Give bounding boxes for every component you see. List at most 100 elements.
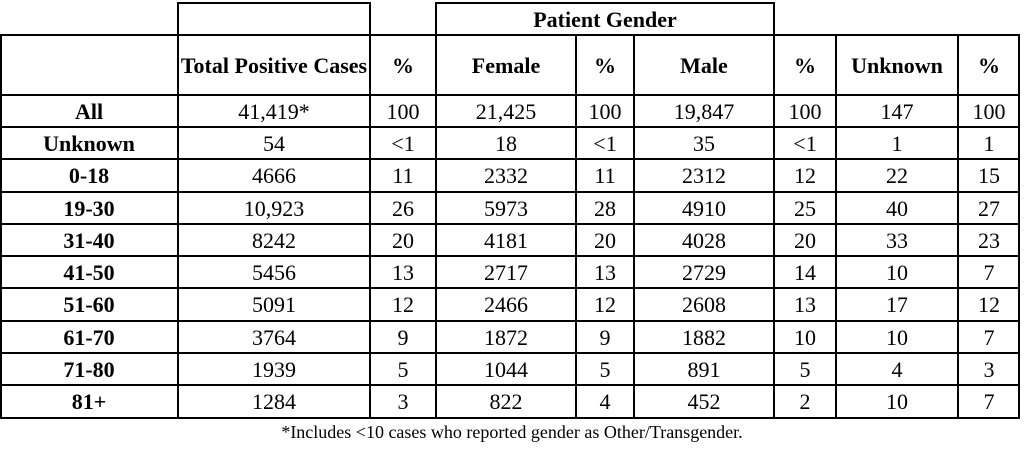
row-label: 61-70 [63,324,115,350]
table-cell: <1 [793,130,817,156]
row-label: 41-50 [63,259,115,285]
table-cell: 40 [886,195,908,221]
grid-line [436,2,774,4]
table-cell: 5091 [252,292,296,317]
table-cell: 3 [397,389,409,414]
grid-line [835,34,837,419]
col-header-female: Female [471,52,541,78]
table-cell: 7 [983,389,995,414]
row-label: Unknown [43,130,135,156]
col-header-male: Male [680,52,728,78]
table-cell: 10 [794,324,816,350]
grid-line [633,34,635,419]
table-cell: 1939 [252,356,296,382]
table-cell: 10 [886,389,908,414]
table-cell: 5456 [252,259,296,285]
table-cell: 3764 [252,324,296,350]
table-cell: 8242 [252,227,296,253]
col-header-unknown-pct: % [978,52,1000,78]
table-cell: 5 [397,356,409,382]
table-cell: 2332 [484,163,528,188]
table-cell: <1 [593,130,617,156]
grid-line [0,255,1020,257]
grid-line [0,34,1020,36]
col-header-total-pct: % [392,52,414,78]
table-cell: 10 [886,259,908,285]
table-cell: 4 [599,389,611,414]
table-cell: 20 [794,227,816,253]
grid-line [369,2,371,419]
table-cell: 27 [978,195,1000,221]
grid-line [957,34,959,419]
table-cell: 100 [386,98,420,124]
table-cell: 35 [693,130,715,156]
table-cell: 4028 [682,227,726,253]
col-header-male-pct: % [794,52,816,78]
table-cell: 4 [891,356,903,382]
grid-line [177,2,179,419]
table-cell: 10 [886,324,908,350]
table-cell: 4666 [252,163,296,188]
table-cell: 18 [495,130,517,156]
grid-line [0,352,1020,354]
table-cell: 100 [972,98,1006,124]
table-cell: 20 [594,227,616,253]
table-cell: 822 [489,389,523,414]
table-cell: 1 [891,130,903,156]
table-cell: 54 [263,130,285,156]
row-label: 19-30 [63,195,115,221]
table-cell: 2608 [682,292,726,317]
grid-line [1018,34,1020,419]
row-label: 71-80 [63,356,115,382]
table-cell: 147 [880,98,914,124]
grid-line [0,158,1020,160]
table-cell: 12 [392,292,414,317]
grid-line [575,34,577,419]
grid-line [0,126,1020,128]
row-label: All [74,98,104,124]
table-cell: 25 [794,195,816,221]
table-cell: 13 [794,292,816,317]
table-cell: 23 [978,227,1000,253]
table-cell: 12 [978,292,1000,317]
table-cell: 100 [588,98,622,124]
table-cell: 10,923 [243,195,305,221]
table-cell: 4181 [484,227,528,253]
table-cell: <1 [391,130,415,156]
row-label: 51-60 [63,292,115,317]
grid-line [0,223,1020,225]
row-label: 31-40 [63,227,115,253]
col-header-female-pct: % [594,52,616,78]
table-cell: 2466 [484,292,528,317]
table-cell: 9 [397,324,409,350]
table-cell: 28 [594,195,616,221]
footnote: *Includes <10 cases who reported gender … [281,421,743,442]
table-cell: 19,847 [673,98,735,124]
grid-line [0,417,1020,419]
table-cell: 1882 [682,324,726,350]
table-cell: 13 [392,259,414,285]
table-cell: 17 [886,292,908,317]
row-label: 0-18 [68,163,110,188]
table-cell: 11 [594,163,616,188]
table-cell: 1284 [252,389,296,414]
table-cell: 2312 [682,163,726,188]
table-cell: 452 [687,389,721,414]
table-cell: 33 [886,227,908,253]
table-cell: 14 [794,259,816,285]
table-cell: 2729 [682,259,726,285]
grid-line [0,191,1020,193]
table-cell: 41,419* [238,98,310,124]
grid-line [178,2,370,4]
table-cell: 26 [392,195,414,221]
table-cell: 12 [794,163,816,188]
group-header-patient-gender: Patient Gender [533,6,677,32]
table-cell: 5973 [484,195,528,221]
row-label: 81+ [71,389,107,414]
table-cell: 11 [392,163,414,188]
table-cell: 15 [978,163,1000,188]
table-cell: 2717 [484,259,528,285]
table-cell: 5 [799,356,811,382]
table-cell: 20 [392,227,414,253]
